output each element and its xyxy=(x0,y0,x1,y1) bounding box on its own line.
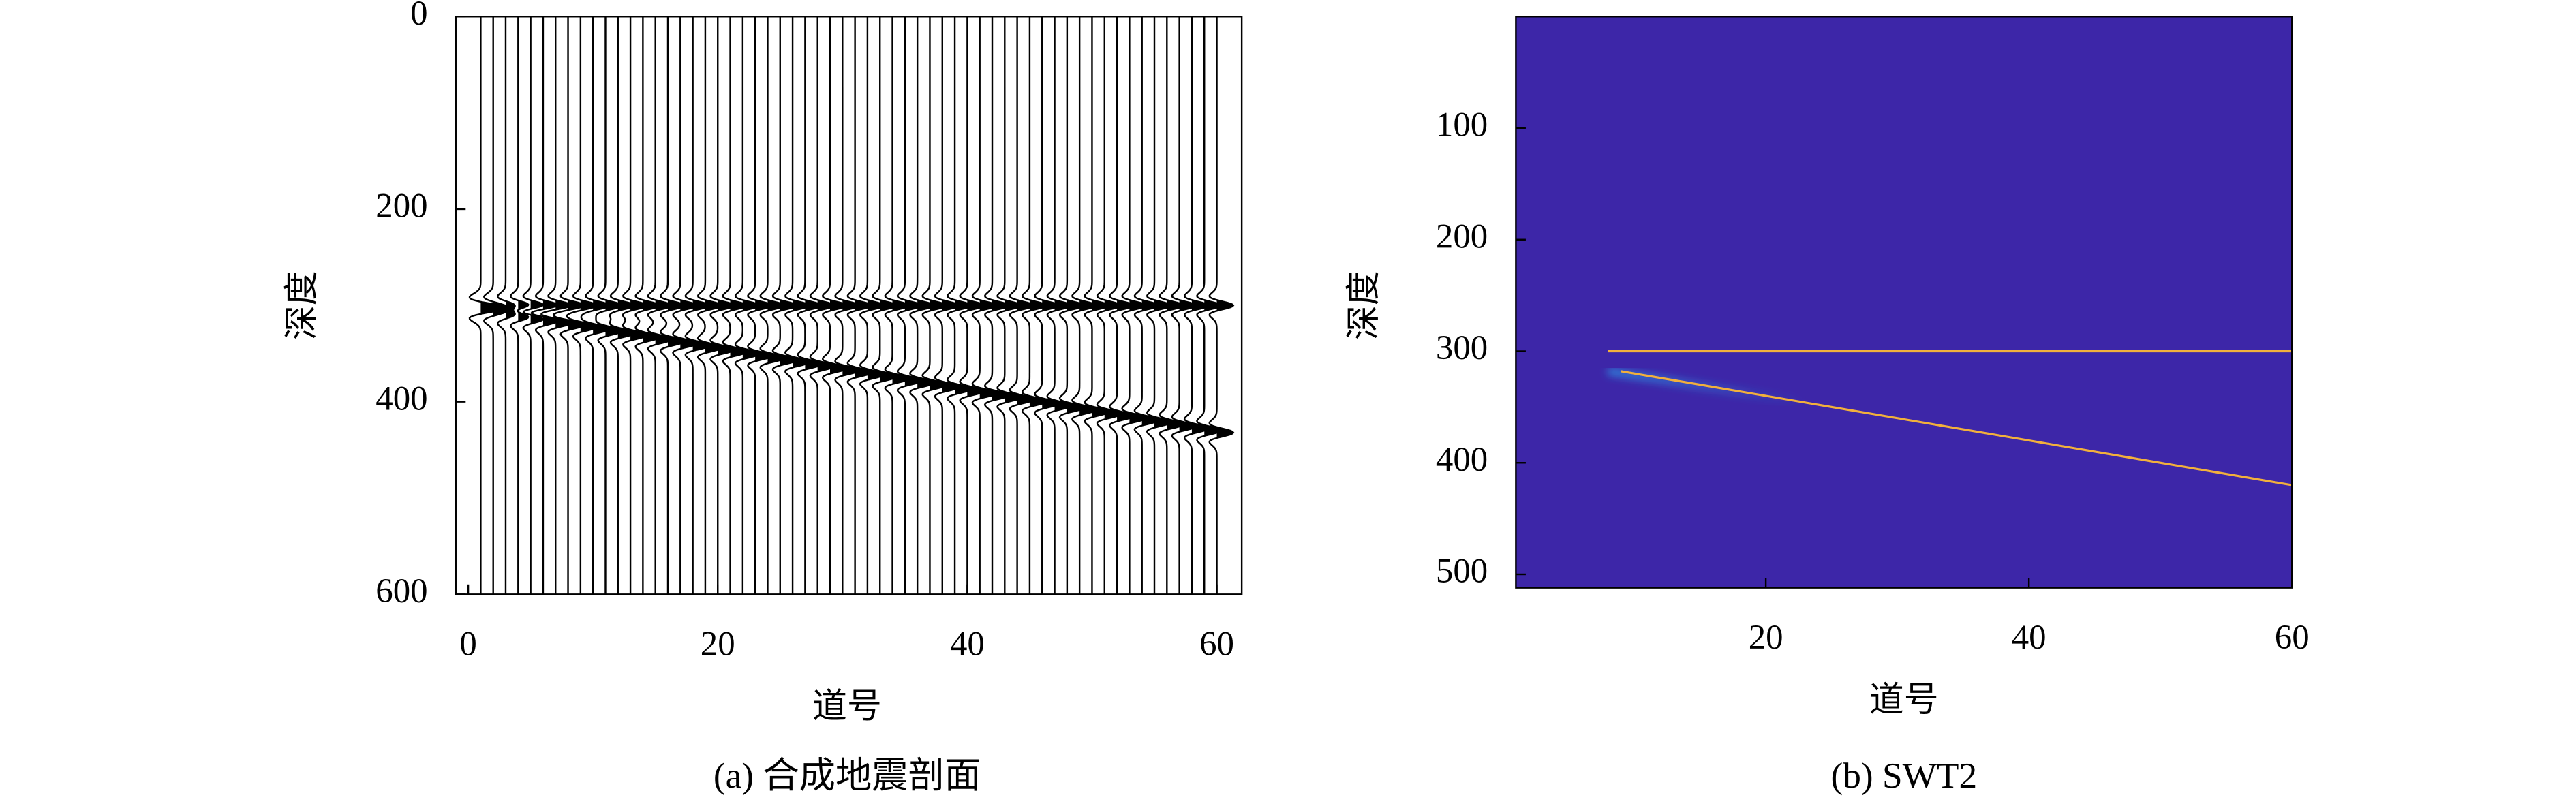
trace-fill xyxy=(842,16,859,595)
y-tick-label: 0 xyxy=(410,0,427,33)
trace-fill xyxy=(892,16,909,595)
heatmap-background xyxy=(1516,16,2293,588)
reflector-line xyxy=(1621,370,2293,486)
trace-fill xyxy=(904,16,922,595)
trace-fill xyxy=(1191,16,1209,595)
trace-fill xyxy=(967,16,984,595)
trace-fill xyxy=(1154,16,1171,595)
trace-fill xyxy=(955,16,972,595)
trace-fill xyxy=(830,16,847,595)
trace-fill xyxy=(817,16,834,595)
x-axis-title: 道号 xyxy=(812,688,882,726)
trace-fill xyxy=(580,16,597,595)
trace-fill xyxy=(742,16,760,595)
y-tick-label: 300 xyxy=(1436,329,1488,367)
trace-fill xyxy=(630,16,647,595)
trace-fill xyxy=(979,16,996,595)
trace-fill xyxy=(1129,16,1146,595)
trace-fill xyxy=(643,16,660,595)
trace-fill xyxy=(1042,16,1059,595)
trace-fill xyxy=(942,16,960,595)
y-tick-label: 600 xyxy=(375,572,427,610)
axis-box xyxy=(455,16,1243,595)
y-tick-label: 200 xyxy=(375,187,427,226)
trace-fill xyxy=(767,16,784,595)
y-axis-title: 深度 xyxy=(283,270,322,340)
trace-fill xyxy=(1054,16,1071,595)
trace-fill xyxy=(1092,16,1109,595)
trace-fill xyxy=(680,16,697,595)
y-tick-label: 100 xyxy=(1436,106,1488,144)
trace-fill xyxy=(617,16,634,595)
trace xyxy=(522,16,545,595)
trace-fill xyxy=(793,16,810,595)
trace-fill xyxy=(692,16,709,595)
x-tick-label: 40 xyxy=(950,625,985,664)
trace xyxy=(482,16,510,595)
trace-fill xyxy=(555,16,572,595)
trace-fill xyxy=(593,16,610,595)
trace-fill xyxy=(1216,16,1233,595)
x-axis-title: 道号 xyxy=(1869,681,1939,719)
trace-fill xyxy=(542,16,557,595)
axis-box xyxy=(1515,16,2293,589)
trace-fill xyxy=(705,16,722,595)
x-tick-label: 40 xyxy=(2012,619,2046,657)
caption: (a) 合成地震剖面 xyxy=(714,756,981,796)
trace-fill xyxy=(730,16,747,595)
trace-fill xyxy=(667,16,685,595)
trace-fill xyxy=(1104,16,1122,595)
trace-fill xyxy=(568,16,585,595)
trace-fill xyxy=(1141,16,1159,595)
y-tick-label: 200 xyxy=(1436,217,1488,255)
trace-fill xyxy=(493,16,510,595)
trace-fill xyxy=(1167,16,1184,595)
trace-fill xyxy=(855,16,872,595)
trace-fill xyxy=(1067,16,1084,595)
trace-fill xyxy=(755,16,772,595)
trace-fill xyxy=(1029,16,1047,595)
trace-fill xyxy=(518,16,529,595)
y-tick-label: 400 xyxy=(1436,441,1488,479)
plot-area xyxy=(468,16,1235,595)
trace xyxy=(497,16,516,595)
x-tick-label: 60 xyxy=(1199,625,1234,664)
x-tick-label: 0 xyxy=(459,625,476,664)
trace-fill xyxy=(1117,16,1134,595)
trace xyxy=(509,16,530,595)
x-tick-label: 60 xyxy=(2275,619,2310,657)
trace-fill xyxy=(530,16,543,595)
y-axis-title: 深度 xyxy=(1345,270,1383,340)
trace-fill xyxy=(1179,16,1196,595)
trace-fill xyxy=(1017,16,1034,595)
trace-fill xyxy=(718,16,735,595)
trace-fill xyxy=(930,16,947,595)
trace-fill xyxy=(1079,16,1097,595)
plot-area xyxy=(1516,16,2293,588)
trace-fill xyxy=(1005,16,1022,595)
trace-fill xyxy=(780,16,797,595)
caption: (b) SWT2 xyxy=(1830,756,1977,796)
trace-fill xyxy=(867,16,885,595)
y-tick-label: 500 xyxy=(1436,553,1488,591)
x-tick-label: 20 xyxy=(1749,619,1783,657)
trace-fill xyxy=(805,16,822,595)
trace-fill xyxy=(917,16,934,595)
trace xyxy=(1208,16,1235,595)
trace-fill xyxy=(605,16,622,595)
trace-fill xyxy=(505,16,515,595)
trace-fill xyxy=(480,16,505,595)
x-tick-label: 20 xyxy=(701,625,735,664)
trace-fill xyxy=(880,16,897,595)
trace-fill xyxy=(1204,16,1221,595)
y-tick-label: 400 xyxy=(375,379,427,418)
trace-fill xyxy=(992,16,1009,595)
trace-fill xyxy=(655,16,672,595)
